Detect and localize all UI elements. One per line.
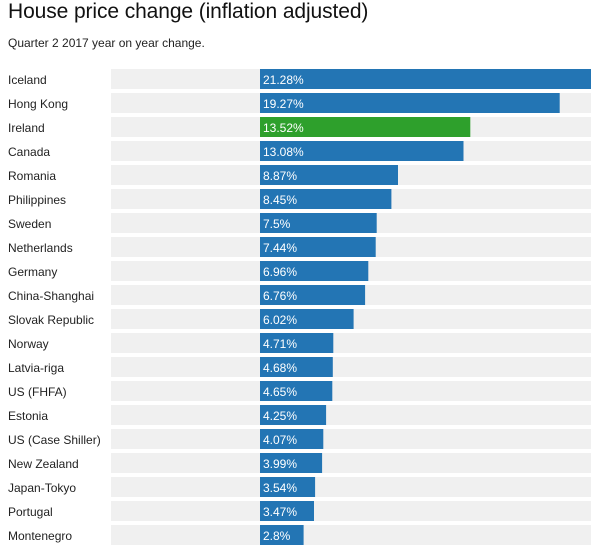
bar xyxy=(260,213,377,233)
bar xyxy=(260,141,464,161)
bar-track xyxy=(111,333,591,353)
bar xyxy=(260,333,334,353)
data-label: 6.02% xyxy=(263,313,297,327)
bar xyxy=(260,453,323,473)
category-label: Montenegro xyxy=(8,529,72,543)
data-label: 4.65% xyxy=(263,385,297,399)
category-label: Slovak Republic xyxy=(8,313,94,327)
category-label: Latvia-riga xyxy=(8,361,64,375)
bar xyxy=(260,405,327,425)
bar-track xyxy=(111,501,591,521)
category-label: Philippines xyxy=(8,193,66,207)
bar xyxy=(260,237,376,257)
bar xyxy=(260,117,471,137)
category-label: Germany xyxy=(8,265,57,279)
data-label: 21.28% xyxy=(263,73,304,87)
bar xyxy=(260,357,333,377)
bar xyxy=(260,525,304,545)
category-label: China-Shanghai xyxy=(8,289,94,303)
data-label: 7.5% xyxy=(263,217,291,231)
bar xyxy=(260,477,316,497)
bar xyxy=(260,69,591,89)
bar xyxy=(260,501,314,521)
category-label: Netherlands xyxy=(8,241,73,255)
data-label: 4.68% xyxy=(263,361,297,375)
category-label: Portugal xyxy=(8,505,53,519)
chart-subtitle: Quarter 2 2017 year on year change. xyxy=(8,36,205,50)
category-label: Estonia xyxy=(8,409,48,423)
data-label: 6.96% xyxy=(263,265,297,279)
data-label: 4.71% xyxy=(263,337,297,351)
category-label: Romania xyxy=(8,169,56,183)
bar-track xyxy=(111,453,591,473)
category-label: Hong Kong xyxy=(8,97,68,111)
data-label: 7.44% xyxy=(263,241,297,255)
bar-track xyxy=(111,381,591,401)
bar-track xyxy=(111,525,591,545)
data-label: 19.27% xyxy=(263,97,304,111)
bar-track xyxy=(111,405,591,425)
bar xyxy=(260,285,366,305)
bar xyxy=(260,93,560,113)
category-label: Sweden xyxy=(8,217,51,231)
bar xyxy=(260,165,398,185)
data-label: 3.99% xyxy=(263,457,297,471)
data-label: 13.52% xyxy=(263,121,304,135)
bar xyxy=(260,429,324,449)
data-label: 8.87% xyxy=(263,169,297,183)
data-label: 6.76% xyxy=(263,289,297,303)
data-label: 13.08% xyxy=(263,145,304,159)
bar xyxy=(260,309,354,329)
bar xyxy=(260,189,392,209)
data-label: 2.8% xyxy=(263,529,291,543)
bar-track xyxy=(111,477,591,497)
data-label: 3.47% xyxy=(263,505,297,519)
data-label: 8.45% xyxy=(263,193,297,207)
category-label: Ireland xyxy=(8,121,45,135)
chart-title: House price change (inflation adjusted) xyxy=(8,0,369,23)
category-label: US (FHFA) xyxy=(8,385,67,399)
category-label: Iceland xyxy=(8,73,47,87)
category-label: Norway xyxy=(8,337,49,351)
category-label: Japan-Tokyo xyxy=(8,481,76,495)
bar-track xyxy=(111,357,591,377)
bar-track xyxy=(111,429,591,449)
category-label: Canada xyxy=(8,145,50,159)
data-label: 4.25% xyxy=(263,409,297,423)
bar xyxy=(260,261,369,281)
data-label: 4.07% xyxy=(263,433,297,447)
bar xyxy=(260,381,333,401)
category-label: US (Case Shiller) xyxy=(8,433,101,447)
category-label: New Zealand xyxy=(8,457,79,471)
data-label: 3.54% xyxy=(263,481,297,495)
